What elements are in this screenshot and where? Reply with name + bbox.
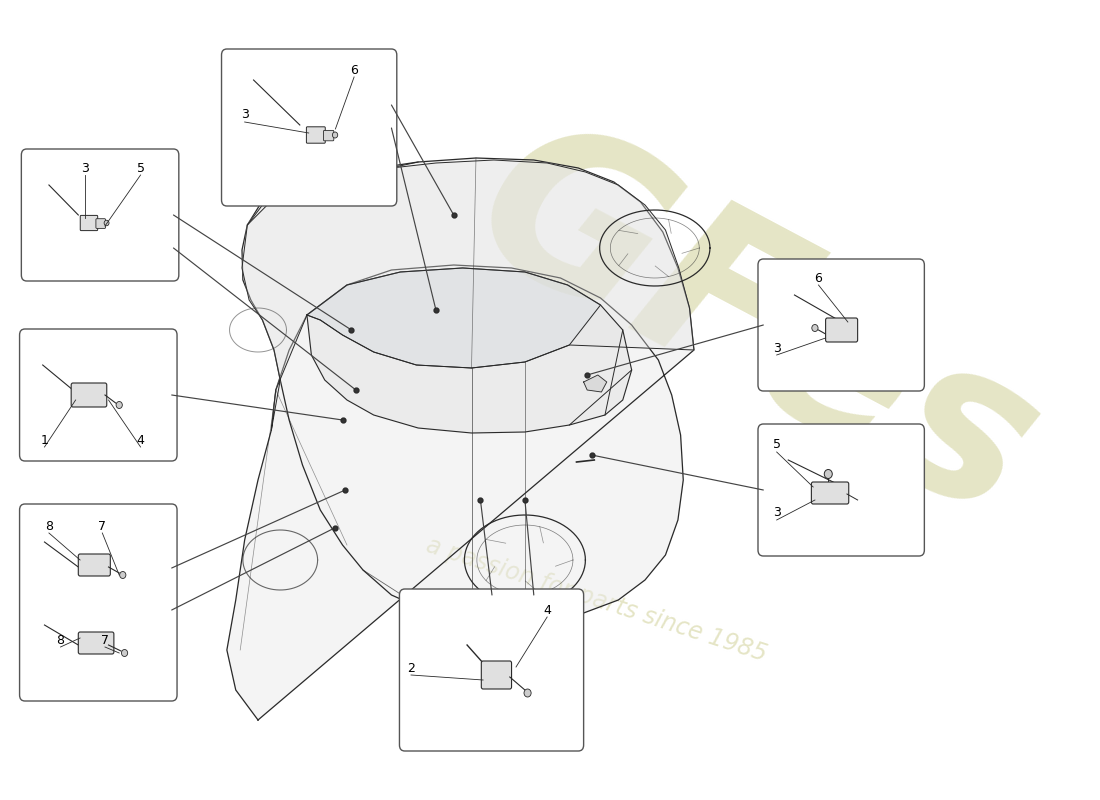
FancyBboxPatch shape <box>826 318 858 342</box>
FancyBboxPatch shape <box>21 149 179 281</box>
Text: 3: 3 <box>772 342 781 354</box>
FancyBboxPatch shape <box>323 130 333 141</box>
Text: 7: 7 <box>98 519 107 533</box>
FancyBboxPatch shape <box>307 126 326 143</box>
Text: a passion for parts since 1985: a passion for parts since 1985 <box>422 534 770 666</box>
Text: GFes: GFes <box>441 94 1071 566</box>
FancyBboxPatch shape <box>399 589 584 751</box>
Ellipse shape <box>524 689 531 697</box>
Polygon shape <box>307 268 601 368</box>
Ellipse shape <box>824 470 833 478</box>
Ellipse shape <box>121 650 128 657</box>
Text: 5: 5 <box>136 162 144 174</box>
Text: 8: 8 <box>45 519 53 533</box>
FancyBboxPatch shape <box>78 554 110 576</box>
Polygon shape <box>242 160 694 430</box>
FancyBboxPatch shape <box>758 424 924 556</box>
Text: 8: 8 <box>56 634 65 646</box>
Text: 4: 4 <box>543 603 551 617</box>
Ellipse shape <box>104 220 109 226</box>
Ellipse shape <box>117 402 122 409</box>
Text: 5: 5 <box>772 438 781 451</box>
Ellipse shape <box>812 325 818 331</box>
Text: 3: 3 <box>80 162 88 174</box>
Text: 1: 1 <box>41 434 48 446</box>
Text: 4: 4 <box>136 434 144 446</box>
Polygon shape <box>307 268 631 433</box>
Polygon shape <box>584 375 607 392</box>
FancyBboxPatch shape <box>812 482 849 504</box>
FancyBboxPatch shape <box>758 259 924 391</box>
FancyBboxPatch shape <box>78 632 114 654</box>
FancyBboxPatch shape <box>80 215 98 230</box>
Text: 6: 6 <box>350 63 358 77</box>
Ellipse shape <box>120 571 125 578</box>
Text: 7: 7 <box>101 634 109 646</box>
Text: 3: 3 <box>241 109 249 122</box>
FancyBboxPatch shape <box>221 49 397 206</box>
Text: 2: 2 <box>407 662 415 674</box>
FancyBboxPatch shape <box>72 383 107 407</box>
FancyBboxPatch shape <box>20 329 177 461</box>
Text: 3: 3 <box>772 506 781 519</box>
FancyBboxPatch shape <box>20 504 177 701</box>
Text: 6: 6 <box>815 271 823 285</box>
Ellipse shape <box>332 132 338 138</box>
FancyBboxPatch shape <box>96 218 106 229</box>
FancyBboxPatch shape <box>482 661 512 689</box>
Polygon shape <box>227 158 694 720</box>
